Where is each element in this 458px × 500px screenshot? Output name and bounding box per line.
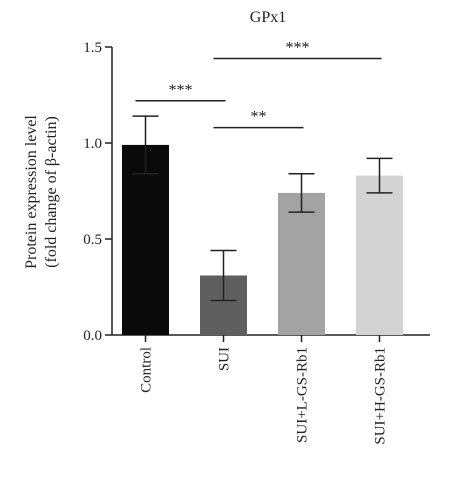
y-tick-label: 0.0 (83, 328, 102, 344)
x-tick-label-0: Control (139, 347, 155, 393)
bar-3 (356, 175, 403, 335)
plot-area: 0.0 0.5 1.0 1.5 Control SUI SUI+L-GS-Rb1 SUI+H-… (83, 40, 430, 445)
y-tick-label: 1.5 (83, 40, 102, 56)
significance-label-1: ** (251, 109, 267, 126)
x-tick-label-3: SUI+H-GS-Rb1 (373, 347, 389, 445)
y-tick-label: 1.0 (83, 136, 102, 152)
x-tick-label-1: SUI (217, 347, 233, 371)
bar-0 (122, 144, 169, 335)
bar-2 (278, 192, 325, 335)
y-tick-label: 0.5 (83, 232, 102, 248)
x-tick-label-2: SUI+L-GS-Rb1 (295, 347, 311, 443)
y-axis-label-line1: Protein expression level (23, 115, 40, 269)
significance-label-0: *** (169, 82, 193, 99)
y-axis-label-line2: (fold change of β-actin) (43, 116, 60, 268)
significance-label-2: *** (286, 40, 310, 57)
chart-title: GPx1 (250, 9, 286, 26)
